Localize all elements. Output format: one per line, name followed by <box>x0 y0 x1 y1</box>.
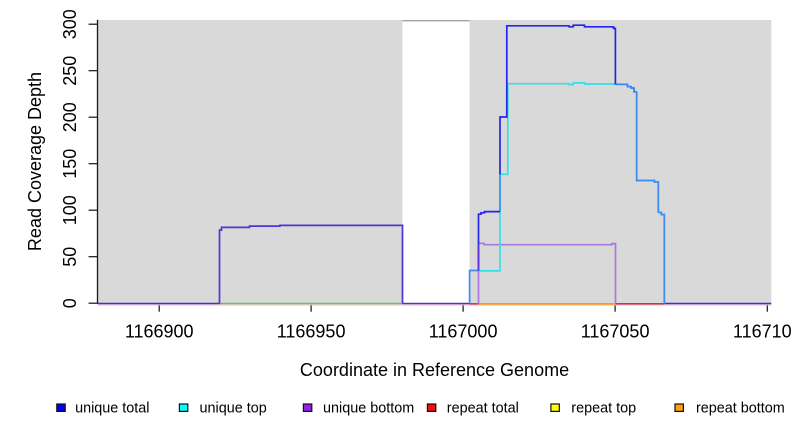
svg-text:100: 100 <box>60 195 80 225</box>
svg-text:150: 150 <box>60 149 80 179</box>
svg-text:200: 200 <box>60 102 80 132</box>
svg-text:repeat top: repeat top <box>571 401 636 417</box>
svg-text:1166950: 1166950 <box>277 322 346 342</box>
svg-text:repeat total: repeat total <box>447 401 519 417</box>
svg-text:1167050: 1167050 <box>581 322 650 342</box>
svg-text:250: 250 <box>60 56 80 86</box>
svg-text:50: 50 <box>60 247 80 267</box>
svg-text:300: 300 <box>60 9 80 39</box>
svg-text:unique bottom: unique bottom <box>323 401 414 417</box>
svg-text:Coordinate in Reference Genome: Coordinate in Reference Genome <box>300 360 569 380</box>
svg-text:0: 0 <box>60 298 80 308</box>
svg-text:1166900: 1166900 <box>125 322 194 342</box>
svg-text:Read Coverage Depth: Read Coverage Depth <box>25 72 45 251</box>
svg-text:1167000: 1167000 <box>429 322 498 342</box>
svg-text:unique top: unique top <box>200 401 267 417</box>
svg-text:unique total: unique total <box>75 401 149 417</box>
svg-text:repeat bottom: repeat bottom <box>696 401 785 417</box>
